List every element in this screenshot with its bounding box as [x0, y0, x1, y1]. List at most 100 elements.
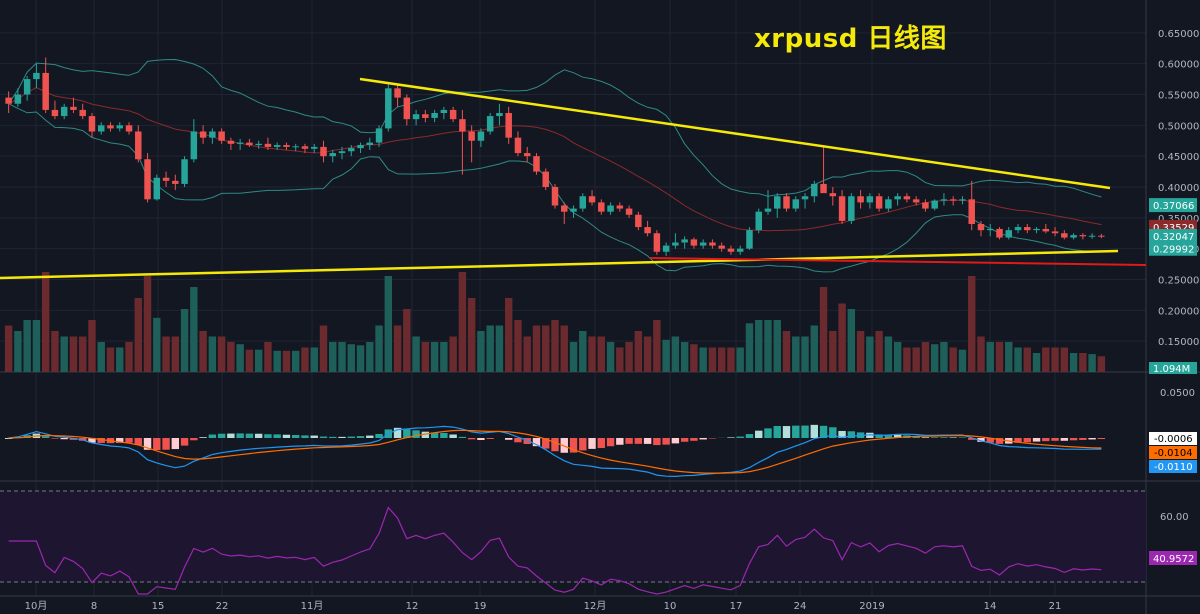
macd-histogram-bar — [125, 438, 133, 443]
volume-bar — [1005, 342, 1013, 372]
macd-histogram-bar — [819, 425, 828, 438]
candle-body — [551, 187, 559, 206]
macd-histogram-bar — [699, 438, 707, 440]
candle-body — [931, 200, 938, 209]
volume-bar — [329, 342, 337, 372]
time-tick-label: 19 — [474, 601, 487, 612]
macd-histogram-bar — [97, 438, 105, 443]
candle-body — [348, 148, 355, 152]
rsi-line — [8, 506, 1102, 595]
candle-body — [218, 131, 225, 141]
macd-histogram-bar — [254, 433, 263, 438]
candle-body — [357, 145, 364, 149]
candle-body — [403, 97, 411, 120]
descending-trendline — [359, 77, 1111, 190]
ascending-trendline — [0, 249, 1119, 280]
price-tick-label: 0.65000 — [1158, 29, 1199, 40]
volume-bar — [504, 298, 513, 372]
volume-bar — [41, 272, 50, 372]
volume-bar — [301, 347, 309, 372]
time-tick-label: 10月 — [25, 600, 48, 612]
volume-bar — [866, 336, 874, 372]
macd-histogram-bar — [764, 428, 772, 438]
volume-tag-label: 1.094M — [1153, 364, 1190, 375]
macd-histogram-bar — [88, 438, 96, 443]
volume-bar — [356, 345, 365, 372]
volume-bar — [403, 309, 411, 372]
volume-bar — [551, 320, 559, 372]
volume-bar — [162, 336, 170, 372]
macd-histogram-bar — [486, 438, 494, 439]
macd-histogram-bar — [236, 433, 244, 438]
candle-body — [755, 211, 762, 231]
volume-bar — [1088, 354, 1096, 372]
macd-histogram-bar — [569, 438, 578, 453]
candle-body — [792, 199, 800, 209]
candle-body — [727, 248, 735, 252]
volume-bar — [569, 342, 578, 372]
candle-body — [33, 72, 40, 80]
macd-histogram-bar — [264, 434, 272, 438]
volume-bar — [449, 336, 457, 372]
volume-bar — [116, 347, 124, 372]
candle-body — [561, 205, 568, 212]
macd-tag-label: -0.0104 — [1154, 448, 1193, 459]
volume-bar — [366, 342, 374, 372]
volume-bar — [597, 336, 606, 372]
price-tick-label: 0.20000 — [1158, 306, 1199, 317]
candle-body — [181, 159, 188, 184]
volume-bar — [14, 331, 22, 372]
volume-bar — [560, 325, 568, 372]
candle-body — [422, 114, 429, 118]
candle-body — [431, 113, 438, 118]
macd-histogram-bar — [430, 432, 439, 438]
volume-bar — [838, 303, 846, 372]
macd-histogram-bar — [412, 430, 420, 438]
macd-histogram-bar — [792, 425, 800, 438]
volume-bar — [912, 347, 920, 372]
volume-bar — [819, 287, 828, 372]
macd-histogram-bar — [662, 438, 670, 445]
volume-bar — [727, 347, 735, 372]
volume-bar — [347, 344, 355, 372]
volume-bar — [699, 347, 707, 372]
volume-bar — [514, 320, 522, 372]
macd-histogram-bar — [745, 434, 754, 438]
volume-bar — [143, 276, 152, 372]
volume-bar — [680, 342, 689, 372]
volume-bar — [949, 347, 957, 372]
candle-body — [709, 242, 716, 246]
macd-tag-label: -0.0006 — [1154, 434, 1193, 445]
candle-body — [699, 242, 707, 246]
volume-bar — [4, 325, 13, 372]
candle-body — [135, 131, 142, 160]
candle-body — [1005, 230, 1013, 238]
candle-body — [949, 199, 957, 201]
volume-bar — [1023, 347, 1031, 372]
macd-panel — [4, 424, 1106, 478]
volume-bar — [486, 325, 494, 372]
candle-body — [320, 146, 327, 157]
candle-body — [635, 214, 642, 228]
macd-histogram-bar — [116, 438, 124, 443]
candle-body — [60, 106, 68, 117]
price-tick-label: 0.15000 — [1158, 337, 1199, 348]
macd-histogram-bar — [319, 436, 328, 438]
macd-histogram-bar — [930, 437, 939, 438]
macd-histogram-bar — [1014, 438, 1022, 443]
macd-histogram-bar — [375, 433, 383, 438]
volume-bar — [125, 342, 133, 372]
macd-histogram-bar — [736, 436, 744, 438]
macd-tag — [1149, 446, 1197, 459]
macd-histogram-bar — [1051, 438, 1059, 441]
candle-body — [588, 196, 596, 203]
candle-body — [681, 239, 688, 243]
volume-bar — [1051, 347, 1059, 372]
macd-histogram-bar — [949, 437, 957, 438]
candle-body — [459, 119, 466, 132]
volume-bar — [625, 342, 633, 372]
price-tick-label: 0.60000 — [1158, 60, 1199, 71]
macd-histogram-bar — [190, 438, 198, 441]
volume-bar — [690, 344, 698, 372]
